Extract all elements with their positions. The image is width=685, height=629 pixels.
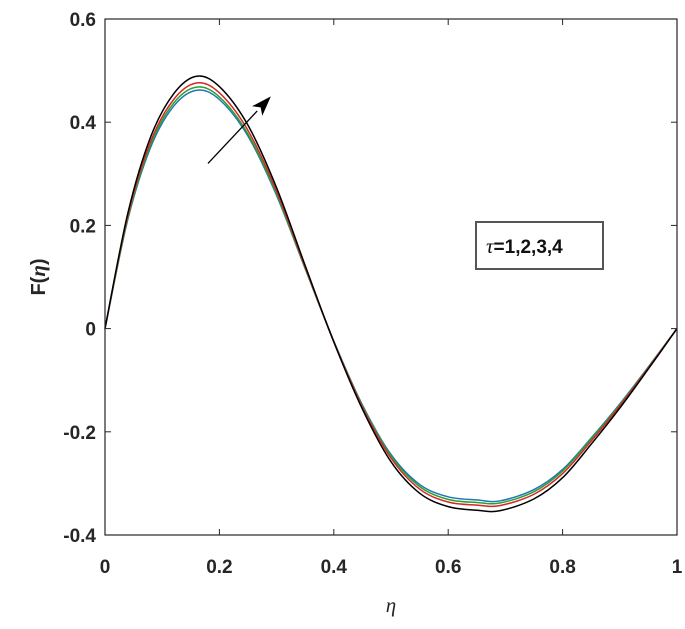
- y-axis-label-prefix: F(: [28, 276, 50, 295]
- annotation-box: τ=1,2,3,4: [475, 221, 604, 270]
- annotation-arrow-line: [207, 110, 258, 164]
- plot-frame: [104, 18, 678, 536]
- x-axis-label: η: [386, 593, 396, 617]
- annotation-tau-symbol: τ: [486, 234, 495, 258]
- x-tick-label: 0.6: [435, 557, 461, 578]
- annotation-arrow-head: [252, 96, 271, 116]
- y-axis-label-suffix: ): [28, 258, 50, 265]
- tick-layer: 0 0.2 0.4 0.6 0.8 1 -0.4 -0.2 0 0.2 0.4 0.6: [63, 10, 682, 578]
- y-tick-label: 0.6: [70, 10, 96, 31]
- x-tick-label: 0.8: [549, 557, 575, 578]
- x-tick-label: 0: [100, 557, 111, 578]
- x-tick-label: 0.4: [321, 557, 348, 578]
- y-tick-label: 0.2: [70, 216, 96, 237]
- series-line-3: [104, 82, 678, 508]
- x-tick-label: 1: [672, 557, 683, 578]
- y-tick-label: 0.4: [70, 113, 97, 134]
- annotation-text: τ=1,2,3,4: [486, 234, 563, 258]
- y-tick-label: 0: [85, 320, 96, 341]
- annotation-arrow: [207, 96, 271, 164]
- annotation-values: =1,2,3,4: [494, 237, 564, 258]
- x-tick-label: 0.2: [206, 557, 232, 578]
- annotation-box-frame: [475, 221, 604, 270]
- y-axis-label: F(η): [26, 258, 50, 295]
- y-tick-label: -0.4: [63, 526, 96, 547]
- series-line-4: [104, 75, 678, 513]
- y-axis-label-variable: η: [26, 265, 50, 277]
- series-layer: [104, 75, 678, 513]
- y-tick-label: -0.2: [63, 423, 96, 444]
